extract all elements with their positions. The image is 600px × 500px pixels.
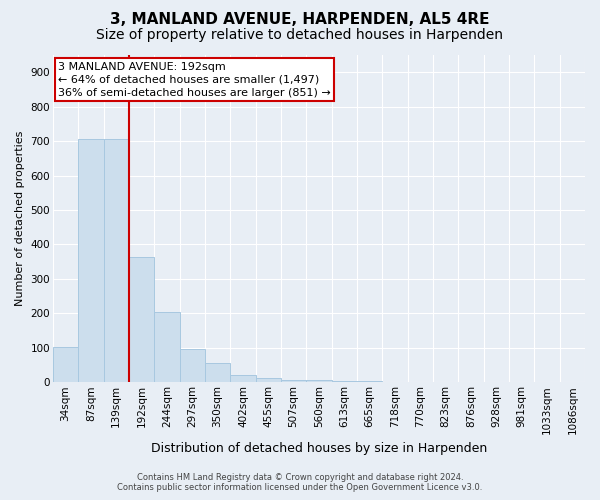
Bar (129, 257, 154, 382)
Text: Size of property relative to detached houses in Harpenden: Size of property relative to detached ho… (97, 28, 503, 42)
Bar (256, 378, 281, 382)
Bar (281, 380, 307, 382)
Bar (205, 362, 230, 382)
Text: 3 MANLAND AVENUE: 192sqm
← 64% of detached houses are smaller (1,497)
36% of sem: 3 MANLAND AVENUE: 192sqm ← 64% of detach… (58, 62, 331, 98)
Text: Contains HM Land Registry data © Crown copyright and database right 2024.
Contai: Contains HM Land Registry data © Crown c… (118, 473, 482, 492)
Bar (154, 312, 179, 382)
Bar (307, 380, 332, 382)
Bar (332, 381, 357, 382)
Text: 3, MANLAND AVENUE, HARPENDEN, AL5 4RE: 3, MANLAND AVENUE, HARPENDEN, AL5 4RE (110, 12, 490, 28)
Bar (104, 139, 129, 382)
X-axis label: Distribution of detached houses by size in Harpenden: Distribution of detached houses by size … (151, 442, 487, 455)
Bar (357, 381, 382, 382)
Bar (179, 349, 205, 382)
Bar (230, 376, 256, 382)
Bar (78, 139, 104, 382)
Y-axis label: Number of detached properties: Number of detached properties (15, 131, 25, 306)
Bar (53, 347, 78, 382)
